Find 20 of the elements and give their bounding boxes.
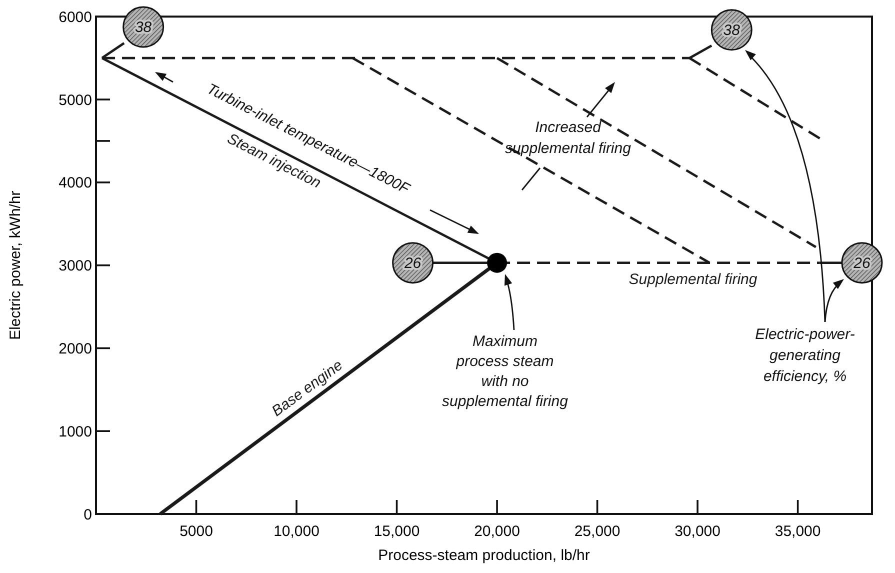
x-tick-label: 35,000 bbox=[774, 523, 821, 540]
x-tick-label: 25,000 bbox=[574, 523, 620, 540]
y-tick-label: 3000 bbox=[58, 258, 92, 275]
annotation: Increased supplemental firing bbox=[505, 119, 632, 157]
x-tick-label: 20,000 bbox=[474, 523, 520, 540]
y-tick-label: 2000 bbox=[58, 340, 92, 358]
y-axis-title: Electric power, kWh/hr bbox=[7, 190, 24, 340]
y-tick-label: 6000 bbox=[58, 8, 92, 26]
x-axis-title: Process-steam production, lb/hr bbox=[378, 547, 590, 564]
annotation: Electric-power- generating efficiency, % bbox=[755, 326, 855, 385]
annotation: Maximum process steam with no supplemental firing bbox=[442, 333, 569, 410]
series-label: Supplemental firing bbox=[628, 271, 758, 288]
y-tick-label: 4000 bbox=[58, 174, 92, 192]
y-tick-label: 0 bbox=[84, 506, 92, 524]
x-tick-label: 30,000 bbox=[674, 523, 720, 540]
y-tick-label: 5000 bbox=[58, 92, 92, 109]
x-tick-label: 10,000 bbox=[274, 523, 320, 540]
x-tick-label: 15,000 bbox=[374, 523, 420, 540]
y-tick-label: 1000 bbox=[58, 423, 92, 440]
x-tick-label: 5000 bbox=[180, 523, 213, 540]
